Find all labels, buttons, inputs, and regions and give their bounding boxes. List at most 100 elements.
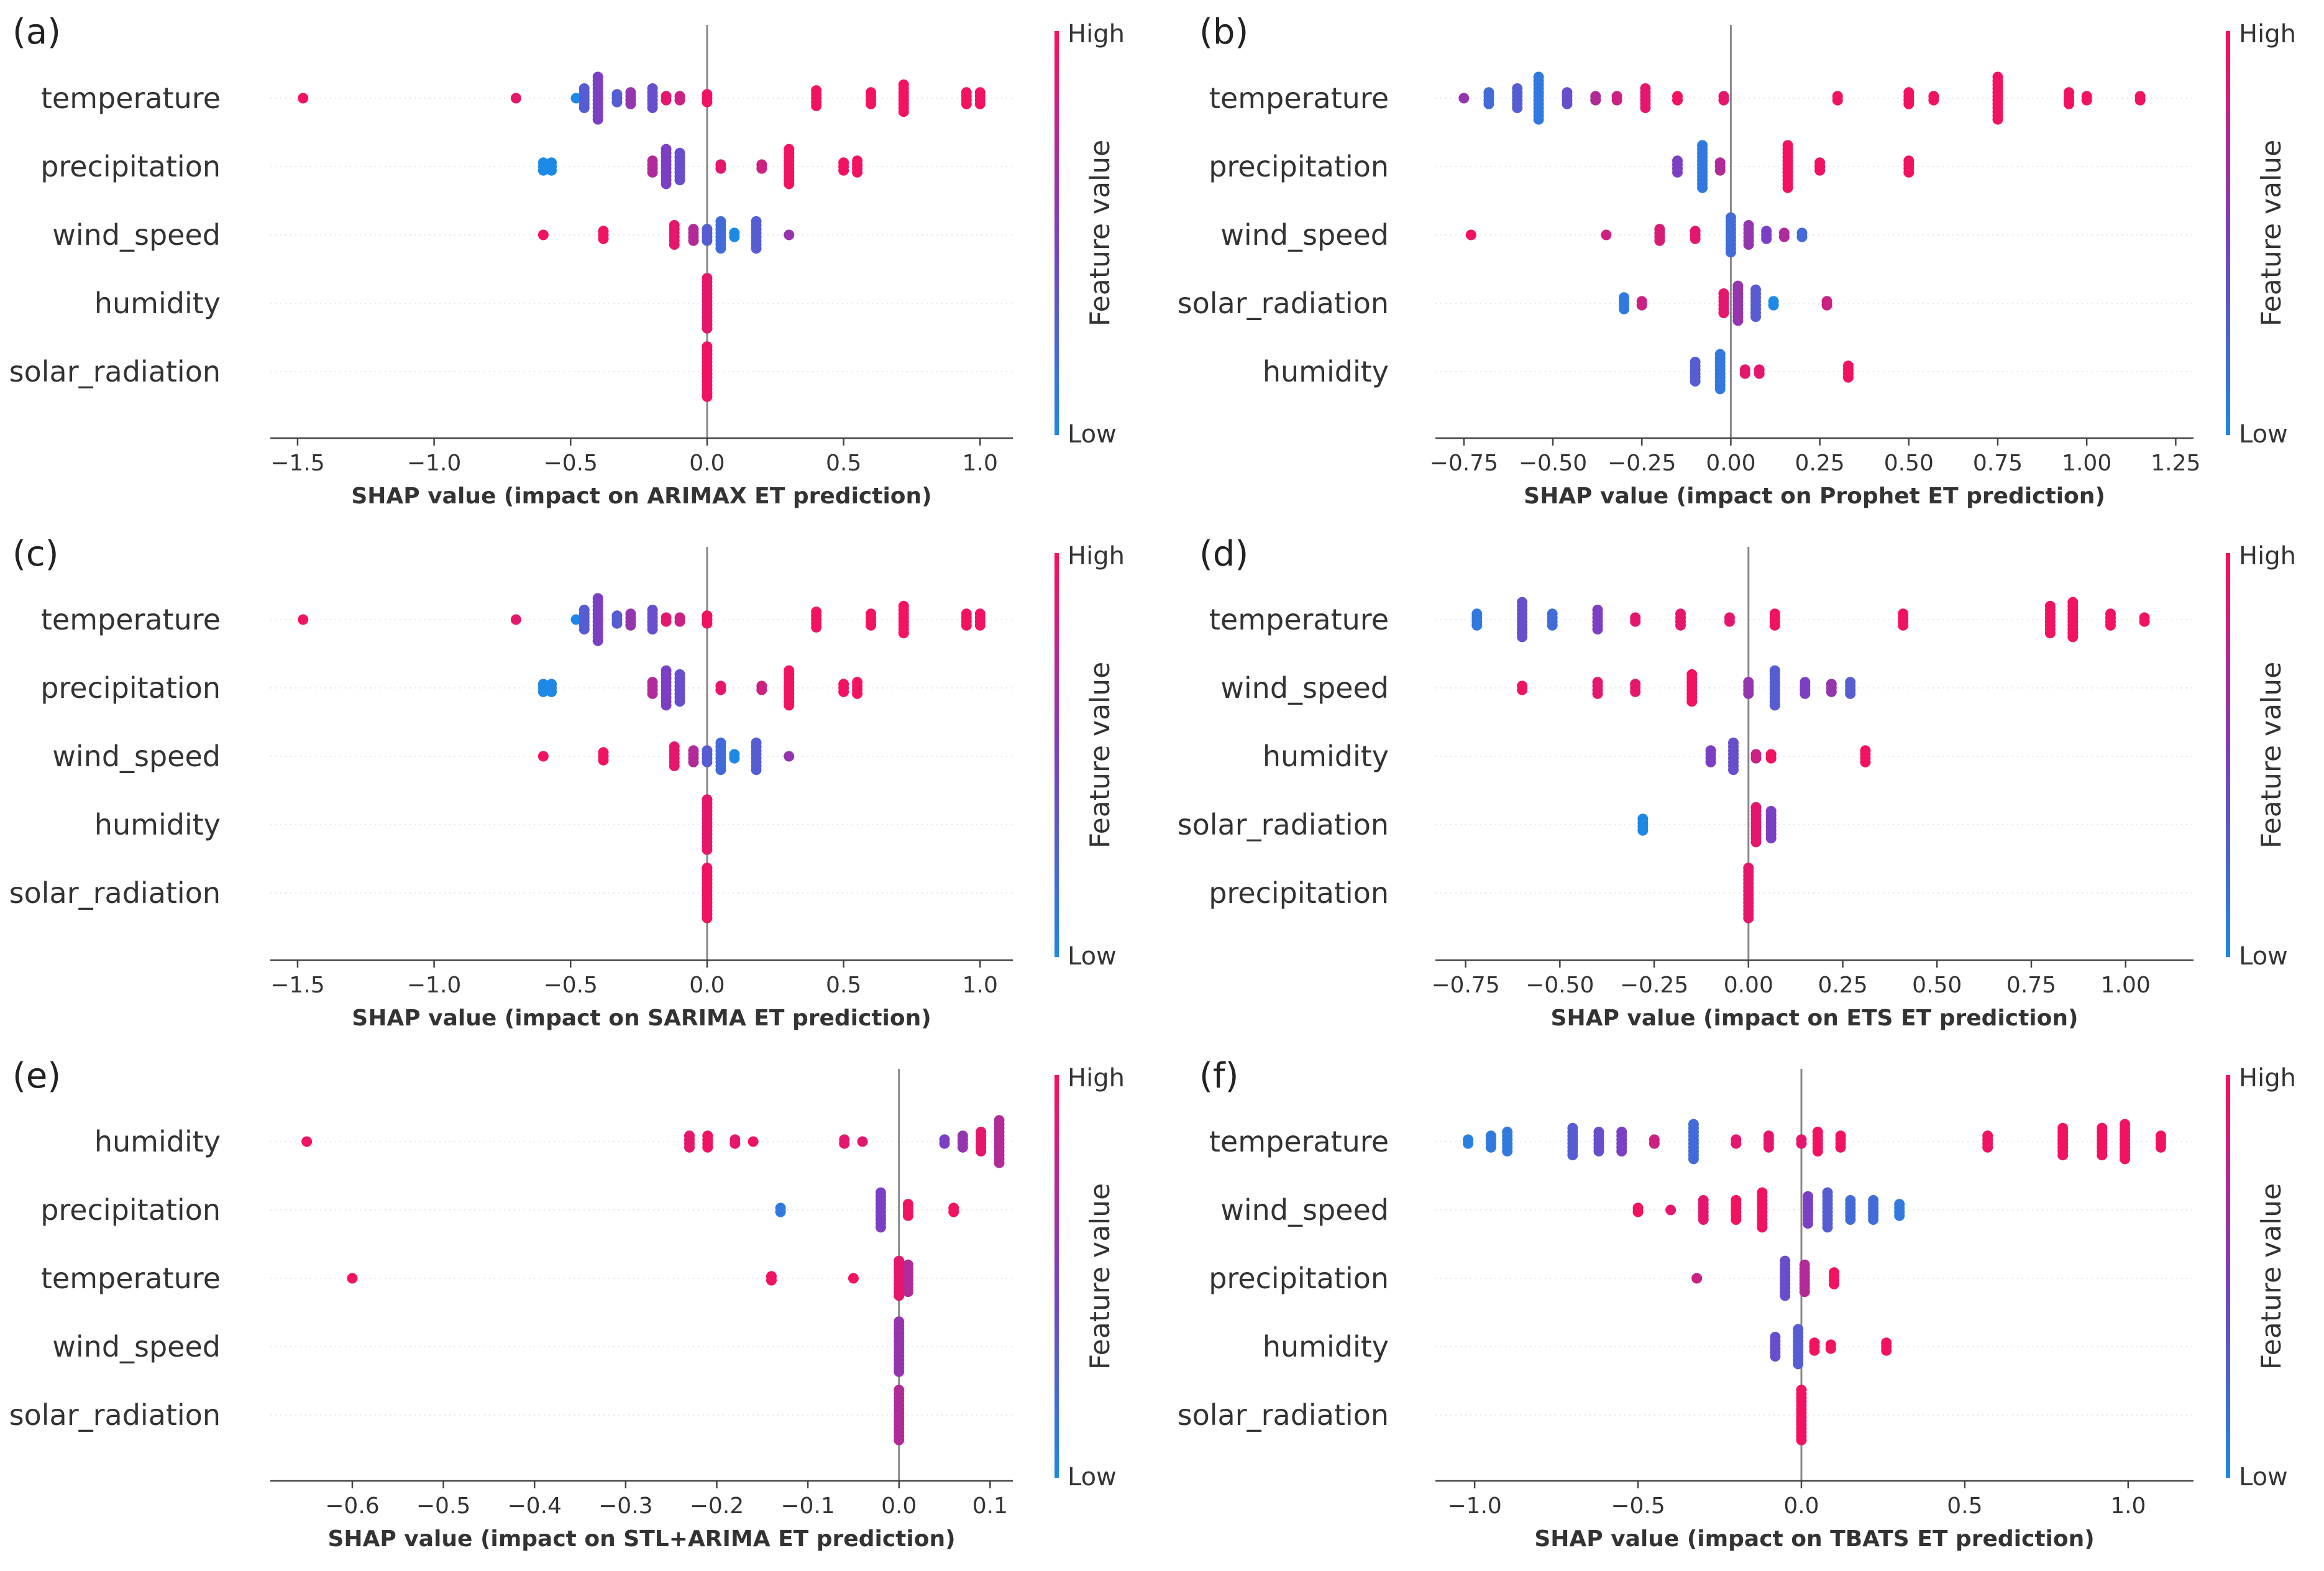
panel-label: (e) [12,1056,61,1096]
shap-point [1765,833,1777,844]
feature-label: solar_radiation [9,876,221,910]
shap-point [688,756,699,767]
shap-point [1632,1206,1644,1217]
colorbar [1054,553,1059,957]
shap-point [298,614,309,625]
shap-point [538,165,549,176]
x-tick-label: −0.75 [1430,451,1498,476]
x-tick-label: 0.0 [689,973,725,998]
x-tick-label: 0.50 [1912,973,1962,998]
shap-point [1822,1222,1833,1233]
shap-point [1714,383,1726,395]
shap-point [1502,1146,1513,1156]
x-tick-label: 0.0 [689,451,725,476]
feature-label: wind_speed [1220,671,1389,705]
colorbar [1054,31,1059,435]
shap-point [1743,688,1754,699]
shap-point [1718,94,1729,106]
x-tick-label: −1.5 [270,973,324,998]
shap-point [1894,1210,1905,1221]
shap-point [1640,103,1651,113]
shap-point [715,684,726,695]
shap-point [301,1136,313,1147]
shap-point [702,235,713,246]
feature-label: precipitation [40,671,221,705]
shap-point [1982,1142,1993,1153]
colorbar-high-label: High [2239,542,2296,570]
shap-point [961,620,972,631]
shap-point [1485,1142,1496,1153]
colorbar-high-label: High [1068,542,1125,570]
shap-point [1768,300,1779,311]
colorbar-high-label: High [1068,20,1125,48]
shap-point [1812,1146,1823,1156]
shap-point [1769,700,1780,711]
shap-point [598,233,609,244]
feature-label: precipitation [1209,150,1389,183]
shap-point [1512,103,1523,113]
shap-point [2120,1153,2131,1165]
x-axis-title: SHAP value (impact on ARIMAX ET predicti… [351,483,931,509]
shap-point [1898,620,1909,631]
shap-point [702,323,713,334]
shap-point [1754,368,1765,379]
feature-label: humidity [94,808,221,841]
shap-point [1750,836,1762,848]
x-tick-label: 0.75 [2006,973,2056,998]
feature-label: solar_radiation [9,1398,221,1432]
shap-point [1688,1153,1699,1165]
shap-point [1829,1278,1840,1289]
shap-point [866,620,877,631]
x-tick-label: 0.00 [1724,973,1773,998]
shap-point [784,178,795,190]
panel-label: (f) [1199,1056,1238,1096]
x-tick-label: −1.5 [270,451,324,476]
shap-point [674,175,685,186]
shap-point [669,239,680,250]
shap-point [579,103,590,113]
x-axis-title: SHAP value (impact on SARIMA ET predicti… [352,1005,931,1031]
shap-point [939,1138,950,1149]
shap-point [570,93,582,104]
colorbar-high-label: High [2239,20,2296,48]
panel-label: (b) [1199,12,1248,52]
feature-label: precipitation [40,150,221,183]
shap-point [1868,1214,1879,1225]
x-tick-label: −1.0 [1447,1493,1501,1519]
shap-point [669,761,680,771]
shap-point [1763,1142,1774,1153]
shap-point [1463,1138,1474,1149]
shap-point [2155,1142,2166,1153]
shap-point [1743,239,1754,250]
shap-point [766,1275,777,1286]
shap-point [1881,1345,1892,1356]
shap-point [647,624,658,634]
shap-point [538,751,549,762]
x-tick-label: 0.25 [1818,973,1867,998]
shap-point [1845,688,1856,699]
feature-label: temperature [41,603,221,636]
shap-point [1835,1142,1846,1153]
colorbar-title: Feature value [2256,662,2287,848]
shap-point [1616,1146,1627,1156]
shap-point [957,1142,968,1153]
shap-point [1765,753,1777,764]
x-axis-title: SHAP value (impact on STL+ARIMA ET predi… [327,1526,955,1552]
panel-label: (d) [1199,534,1248,574]
shap-point [1675,620,1686,631]
feature-label: precipitation [1209,876,1389,910]
shap-point [1619,303,1630,314]
shap-point [1601,229,1612,240]
x-tick-label: 0.00 [1706,451,1755,476]
shap-point [715,163,726,174]
feature-label: solar_radiation [9,355,221,388]
shap-point [729,231,740,242]
shap-point [579,624,590,634]
shap-point [1672,167,1683,178]
shap-point [598,754,609,766]
shap-point [729,753,740,764]
x-tick-label: −0.5 [544,451,598,476]
feature-label: wind_speed [52,1330,221,1363]
shap-point [994,1157,1005,1168]
shap-point [1825,1343,1836,1354]
